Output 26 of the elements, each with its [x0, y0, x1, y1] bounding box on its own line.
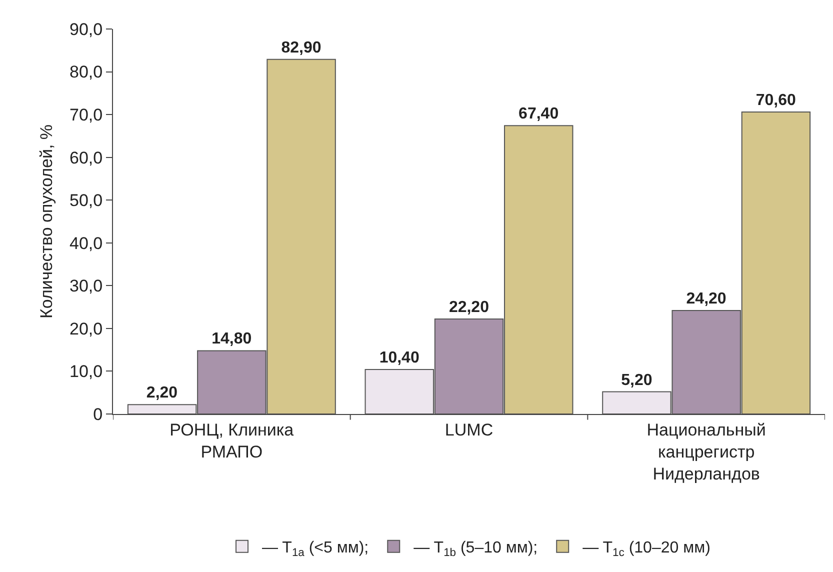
x-tick-label: LUMC [444, 420, 494, 440]
y-tick-label: 30,0 [70, 276, 103, 296]
data-label: 67,40 [518, 106, 559, 123]
data-label: 14,80 [212, 330, 252, 348]
data-label: 22,20 [448, 299, 490, 316]
x-tick-label: РОНЦ, Клиника РМАПО [170, 420, 294, 462]
y-tick-label: 10,0 [70, 362, 103, 382]
x-tick-label: Национальный канцрегистр Нидерландов [646, 420, 766, 484]
y-tick-label: 40,0 [70, 234, 103, 253]
data-label: 24,20 [686, 290, 726, 308]
legend-label: — T$_{1a}$ (<5 мм); [262, 540, 369, 559]
y-tick-label: 20,0 [70, 319, 103, 338]
y-tick-label: 50,0 [70, 191, 103, 210]
y-tick-label: 60,0 [70, 148, 103, 168]
data-label: 5,20 [621, 372, 652, 389]
legend-label: — T$_{1b}$ (5–10 мм); [414, 540, 538, 559]
y-tick-label: 80,0 [70, 62, 103, 82]
y-tick-label: 0 [93, 404, 103, 424]
y-tick-label: 70,0 [70, 106, 103, 125]
y-tick-label: 90,0 [70, 20, 103, 39]
legend-label: — T$_{1c}$ (10–20 мм) [582, 540, 710, 559]
data-label: 82,90 [281, 39, 322, 56]
data-label: 2,20 [146, 384, 178, 402]
data-label: 70,60 [756, 92, 796, 109]
data-label: 10,40 [379, 350, 420, 367]
y-axis-title: Количество опухолей, % [37, 124, 56, 318]
